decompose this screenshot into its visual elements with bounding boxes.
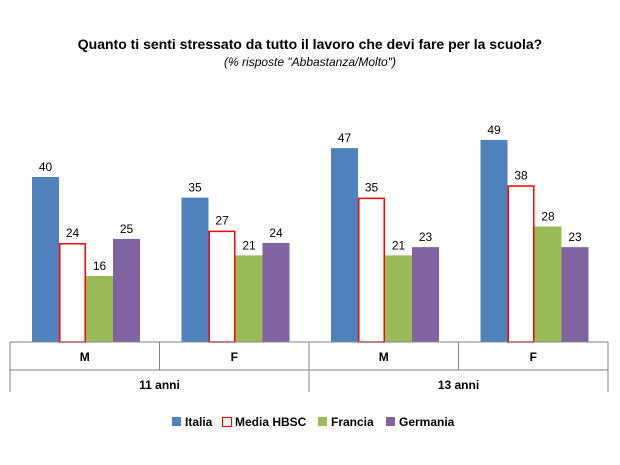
- bar-media-hbsc-1: [208, 230, 236, 343]
- legend-label: Germania: [399, 415, 455, 429]
- category-tick-label: M: [379, 350, 389, 364]
- value-label: 47: [338, 131, 352, 145]
- bar-italia-1: [181, 197, 209, 342]
- legend: Italia Media HBSC Francia Germania: [172, 415, 455, 429]
- chart-subtitle: (% risposte "Abbastanza/Molto"): [224, 55, 396, 69]
- value-label: 16: [93, 259, 107, 273]
- bar-media-hbsc-3: [507, 185, 535, 343]
- legend-swatch-francia: [318, 417, 327, 426]
- bar-media-hbsc-2: [358, 197, 385, 343]
- legend-label: Media HBSC: [235, 415, 307, 429]
- chart-title: Quanto ti senti stressato da tutto il la…: [77, 36, 543, 52]
- value-label: 49: [487, 123, 501, 137]
- bar-italia-2: [331, 148, 358, 342]
- value-label: 40: [39, 160, 53, 174]
- value-label: 21: [392, 238, 406, 252]
- bar-francia-3: [534, 226, 562, 342]
- value-label: 24: [269, 226, 283, 240]
- bars-layer: [32, 139, 589, 343]
- category-tick-label: F: [231, 350, 238, 364]
- value-label: 23: [568, 230, 582, 244]
- legend-swatch-germania: [386, 417, 395, 426]
- value-label: 35: [188, 181, 202, 195]
- value-label: 23: [419, 230, 433, 244]
- category-axis: M F M F 11 anni 13 anni: [9, 341, 609, 392]
- bar-francia-2: [385, 255, 412, 342]
- category-tick-label: M: [80, 350, 90, 364]
- bar-germania-3: [561, 247, 589, 342]
- value-label: 27: [215, 214, 229, 228]
- legend-label: Italia: [185, 415, 213, 429]
- group-label: 11 anni: [139, 378, 180, 392]
- value-label: 38: [514, 168, 528, 182]
- bar-germania-0: [113, 238, 140, 342]
- bar-francia-1: [235, 255, 263, 342]
- bar-francia-0: [86, 276, 113, 342]
- bar-italia-0: [32, 177, 59, 342]
- legend-label: Francia: [331, 415, 374, 429]
- value-label: 21: [242, 238, 256, 252]
- bar-germania-2: [412, 247, 439, 342]
- bar-italia-3: [480, 139, 508, 342]
- value-labels-layer: 40 35 47 49 24 27 35 38 16 21 21 28 25 24 23 23: [39, 123, 582, 273]
- legend-swatch-media-hbsc: [221, 416, 233, 428]
- group-label: 13 anni: [438, 378, 479, 392]
- bar-media-hbsc-0: [59, 243, 86, 343]
- value-label: 35: [365, 181, 379, 195]
- value-label: 24: [66, 226, 80, 240]
- value-label: 25: [120, 222, 134, 236]
- category-tick-label: F: [530, 350, 537, 364]
- value-label: 28: [541, 210, 555, 224]
- bar-germania-1: [262, 243, 290, 342]
- legend-swatch-italia: [172, 417, 181, 426]
